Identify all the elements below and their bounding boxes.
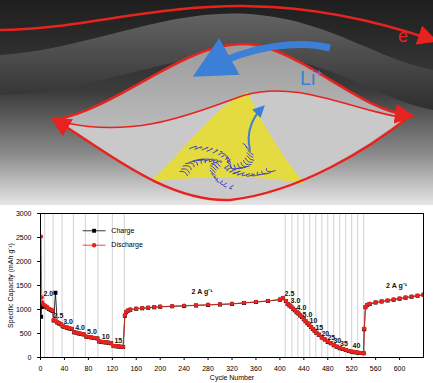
- svg-text:1000: 1000: [16, 306, 32, 313]
- svg-text:5.0: 5.0: [87, 328, 97, 335]
- svg-text:15: 15: [114, 337, 122, 344]
- svg-text:Li⁺: Li⁺: [300, 67, 323, 89]
- svg-text:600: 600: [394, 365, 406, 372]
- svg-text:25: 25: [327, 333, 336, 341]
- svg-text:Cycle Number: Cycle Number: [210, 374, 255, 382]
- svg-text:10: 10: [309, 317, 318, 325]
- svg-text:320: 320: [226, 365, 238, 372]
- svg-text:e: e: [398, 26, 408, 46]
- svg-text:3.0: 3.0: [290, 297, 301, 305]
- svg-text:2 A g⁻¹: 2 A g⁻¹: [386, 282, 408, 290]
- svg-text:200: 200: [154, 365, 166, 372]
- svg-text:0: 0: [28, 354, 32, 361]
- svg-text:40: 40: [61, 365, 69, 372]
- svg-text:2.0: 2.0: [43, 290, 53, 297]
- svg-text:Charge: Charge: [111, 227, 134, 235]
- svg-text:2 A g⁻¹: 2 A g⁻¹: [192, 288, 214, 296]
- svg-text:80: 80: [84, 365, 92, 372]
- svg-text:5.0: 5.0: [302, 310, 313, 318]
- svg-text:2.5: 2.5: [285, 290, 295, 297]
- svg-text:35: 35: [340, 340, 348, 347]
- svg-text:560: 560: [370, 365, 382, 372]
- svg-text:4.0: 4.0: [75, 324, 85, 331]
- svg-text:240: 240: [178, 365, 190, 372]
- svg-text:400: 400: [274, 365, 286, 372]
- svg-text:1500: 1500: [16, 282, 32, 289]
- svg-text:160: 160: [130, 365, 142, 372]
- svg-text:30: 30: [333, 336, 342, 344]
- svg-text:440: 440: [298, 365, 310, 372]
- svg-text:4.0: 4.0: [296, 303, 307, 311]
- svg-text:3.0: 3.0: [63, 318, 73, 325]
- svg-text:2000: 2000: [16, 258, 32, 265]
- svg-text:520: 520: [346, 365, 358, 372]
- svg-text:500: 500: [20, 330, 32, 337]
- svg-text:Specific Capacity (mAh g⁻¹): Specific Capacity (mAh g⁻¹): [7, 243, 15, 328]
- svg-text:0: 0: [39, 365, 43, 372]
- svg-text:10: 10: [102, 333, 110, 340]
- svg-text:Discharge: Discharge: [111, 241, 143, 249]
- svg-text:360: 360: [250, 365, 262, 372]
- svg-text:120: 120: [106, 365, 118, 372]
- svg-text:40: 40: [353, 342, 361, 349]
- svg-text:2500: 2500: [16, 234, 32, 241]
- svg-text:280: 280: [202, 365, 214, 372]
- svg-text:3000: 3000: [16, 210, 32, 217]
- svg-text:2.5: 2.5: [54, 312, 64, 319]
- svg-text:20: 20: [321, 329, 330, 337]
- svg-text:15: 15: [315, 324, 324, 331]
- svg-text:480: 480: [322, 365, 334, 372]
